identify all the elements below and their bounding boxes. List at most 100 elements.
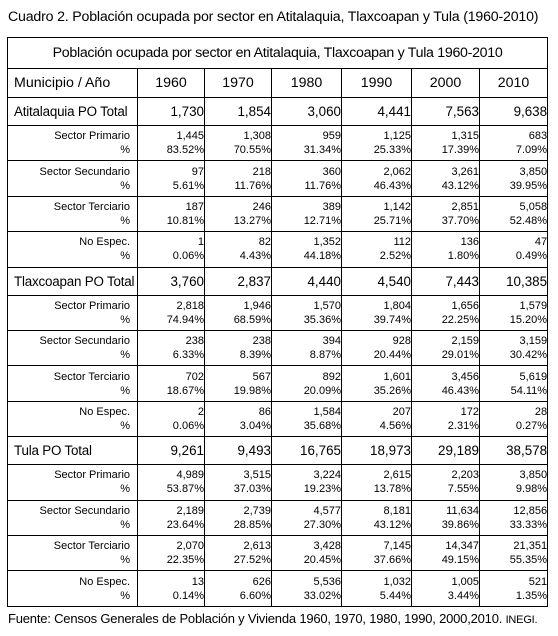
sector-name: No Espec. (79, 406, 130, 419)
sector-count: 3,428 (313, 540, 341, 553)
sector-count: 2,613 (243, 540, 271, 553)
sector-value-cell: 1,601 35.26% (341, 365, 412, 402)
sector-row: Sector Terciario% 2,070 22.35% 2,613 27.52% 3… (7, 535, 549, 572)
sector-label-cell: Sector Primario% (7, 124, 138, 162)
sector-count: 3,159 (519, 335, 548, 348)
sector-value-cell: 246 13.27% (204, 195, 272, 233)
sector-name: No Espec. (79, 575, 130, 588)
sector-count: 3,515 (243, 469, 271, 482)
sector-percent: 35.26% (373, 384, 411, 397)
sector-value-cell: 4,989 53.87% (137, 464, 205, 501)
sector-count: 97 (191, 165, 204, 178)
sector-value-cell: 892 20.09% (271, 365, 342, 402)
sector-count: 2,203 (451, 469, 479, 482)
sector-value-cell: 1,445 83.52% (137, 124, 205, 162)
sector-value-cell: 12,856 33.33% (478, 499, 549, 537)
sector-value-cell: 389 12.71% (271, 195, 342, 233)
sector-percent: 0.14% (172, 589, 204, 602)
sector-percent: 3.04% (239, 420, 271, 433)
sector-percent: 35.36% (303, 313, 341, 326)
sector-value-cell: 1,125 25.33% (341, 124, 412, 162)
sector-count: 1,315 (451, 130, 479, 143)
sector-value-cell: 21,351 55.35% (478, 535, 549, 572)
total-value-cell: 4,540 (341, 266, 412, 296)
header-municipio-label: Municipio / Año (7, 68, 138, 98)
percent-label: % (120, 349, 130, 362)
sector-percent: 22.35% (166, 554, 204, 567)
sector-count: 47 (534, 236, 548, 249)
sector-count: 1,352 (313, 236, 341, 249)
sector-count: 1,946 (243, 299, 271, 312)
sector-count: 626 (252, 575, 271, 588)
sector-value-cell: 4,577 27.30% (271, 499, 342, 537)
sector-value-cell: 683 7.09% (478, 124, 549, 162)
total-value-cell: 3,060 (271, 97, 342, 126)
sector-percent: 46.43% (373, 179, 411, 192)
sector-percent: 2.31% (447, 420, 479, 433)
sector-count: 1,656 (451, 299, 479, 312)
sector-value-cell: 2,851 37.70% (411, 195, 480, 233)
total-value-cell: 38,578 (478, 436, 549, 466)
sector-count: 3,261 (451, 165, 479, 178)
sector-percent: 27.30% (303, 518, 341, 531)
sector-value-cell: 187 10.81% (137, 195, 205, 233)
sector-percent: 18.67% (166, 384, 204, 397)
sector-value-cell: 5,058 52.48% (478, 195, 549, 233)
sector-percent: 19.98% (233, 384, 271, 397)
percent-label: % (120, 589, 130, 602)
percent-label: % (120, 483, 130, 496)
sector-percent: 29.01% (441, 349, 479, 362)
sector-value-cell: 7,145 37.66% (341, 535, 412, 572)
sector-value-cell: 2,818 74.94% (137, 294, 205, 332)
sector-label-cell: Sector Terciario% (7, 365, 138, 402)
sector-value-cell: 567 19.98% (204, 365, 272, 402)
sector-name: Sector Terciario (53, 201, 130, 214)
sector-label-cell: No Espec.% (7, 231, 138, 268)
total-value-cell: 2,837 (204, 266, 272, 296)
sector-percent: 33.33% (509, 518, 548, 531)
sector-percent: 6.33% (172, 349, 204, 362)
sector-percent: 8.39% (239, 349, 271, 362)
sector-count: 2,851 (451, 201, 479, 214)
sector-label-cell: Sector Primario% (7, 464, 138, 501)
sector-count: 3,850 (519, 469, 548, 482)
sector-row: No Espec.% 1 0.06% 82 4.43% 1,352 44.18% 112 2.5… (7, 231, 549, 268)
population-table: Población ocupada por sector en Atitalaq… (6, 37, 549, 607)
sector-label-cell: Sector Secundario% (7, 330, 138, 367)
sector-label-cell: Sector Terciario% (7, 195, 138, 233)
sector-count: 2,070 (176, 540, 204, 553)
sector-percent: 83.52% (166, 144, 204, 157)
sector-count: 238 (252, 335, 271, 348)
sector-count: 2,062 (383, 165, 411, 178)
sector-percent: 27.52% (233, 554, 271, 567)
sector-percent: 11.76% (304, 179, 341, 192)
sector-percent: 0.06% (172, 250, 204, 263)
sector-value-cell: 360 11.76% (271, 160, 342, 197)
sector-value-cell: 1,570 35.36% (271, 294, 342, 332)
sector-label-cell: Sector Secundario% (7, 160, 138, 197)
sector-value-cell: 1,308 70.55% (204, 124, 272, 162)
sector-percent: 53.87% (166, 483, 204, 496)
municipio-total-row: Tula PO Total 9,261 9,493 16,765 18,973 29,18… (7, 436, 549, 466)
sector-value-cell: 1,946 68.59% (204, 294, 272, 332)
sector-value-cell: 1,032 5.44% (341, 570, 412, 607)
total-value-cell: 9,638 (478, 97, 549, 126)
sector-percent: 70.55% (233, 144, 271, 157)
percent-label: % (120, 384, 130, 397)
sector-percent: 20.45% (303, 554, 341, 567)
sector-value-cell: 959 31.34% (271, 124, 342, 162)
percent-label: % (120, 554, 130, 567)
municipio-total-row: Tlaxcoapan PO Total 3,760 2,837 4,440 4,540 7… (7, 266, 549, 296)
sector-percent: 39.86% (441, 518, 479, 531)
table-title-row: Población ocupada por sector en Atitalaq… (6, 37, 549, 69)
total-value-cell: 3,760 (137, 266, 205, 296)
sector-count: 702 (185, 370, 204, 383)
municipio-total-row: Atitalaquia PO Total 1,730 1,854 3,060 4,441… (7, 97, 549, 126)
sector-percent: 28.85% (233, 518, 271, 531)
sector-value-cell: 2,070 22.35% (137, 535, 205, 572)
sector-percent: 37.03% (233, 483, 271, 496)
sector-count: 1,445 (176, 130, 204, 143)
sector-row: No Espec.% 13 0.14% 626 6.60% 5,536 33.02% 1,03… (7, 570, 549, 607)
sector-percent: 6.60% (239, 589, 271, 602)
